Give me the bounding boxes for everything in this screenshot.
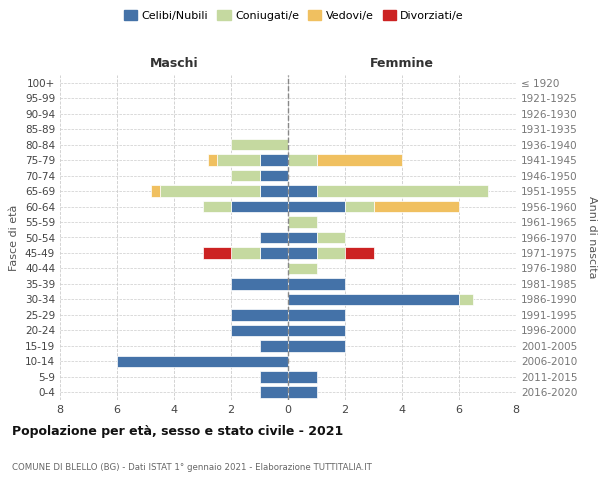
Y-axis label: Anni di nascita: Anni di nascita <box>587 196 597 279</box>
Bar <box>345 200 373 212</box>
Bar <box>203 247 231 259</box>
Bar <box>117 356 288 367</box>
Bar <box>288 262 317 274</box>
Bar <box>231 324 288 336</box>
Bar <box>288 200 345 212</box>
Bar <box>288 309 345 320</box>
Bar <box>260 371 288 382</box>
Bar <box>231 170 260 181</box>
Text: Popolazione per età, sesso e stato civile - 2021: Popolazione per età, sesso e stato civil… <box>12 425 343 438</box>
Bar <box>317 154 402 166</box>
Bar <box>231 247 260 259</box>
Bar <box>260 232 288 243</box>
Bar <box>288 340 345 351</box>
Bar <box>231 139 288 150</box>
Bar <box>288 386 317 398</box>
Bar <box>288 294 459 305</box>
Bar <box>260 154 288 166</box>
Bar <box>160 186 260 197</box>
Legend: Celibi/Nubili, Coniugati/e, Vedovi/e, Divorziati/e: Celibi/Nubili, Coniugati/e, Vedovi/e, Di… <box>119 6 469 25</box>
Bar <box>317 186 487 197</box>
Bar <box>231 200 288 212</box>
Bar <box>203 200 231 212</box>
Text: Femmine: Femmine <box>370 58 434 70</box>
Bar <box>260 170 288 181</box>
Bar <box>288 154 317 166</box>
Bar <box>288 371 317 382</box>
Bar <box>231 309 288 320</box>
Bar <box>345 247 373 259</box>
Text: Maschi: Maschi <box>149 58 199 70</box>
Bar <box>288 232 317 243</box>
Bar <box>260 340 288 351</box>
Bar <box>288 216 317 228</box>
Bar <box>260 186 288 197</box>
Bar <box>317 247 345 259</box>
Bar <box>288 324 345 336</box>
Bar <box>317 232 345 243</box>
Y-axis label: Fasce di età: Fasce di età <box>10 204 19 270</box>
Bar <box>459 294 473 305</box>
Text: COMUNE DI BLELLO (BG) - Dati ISTAT 1° gennaio 2021 - Elaborazione TUTTITALIA.IT: COMUNE DI BLELLO (BG) - Dati ISTAT 1° ge… <box>12 463 372 472</box>
Bar <box>373 200 459 212</box>
Bar <box>260 386 288 398</box>
Bar <box>151 186 160 197</box>
Bar <box>288 247 317 259</box>
Bar <box>231 278 288 289</box>
Bar <box>260 247 288 259</box>
Bar <box>288 186 317 197</box>
Bar <box>217 154 260 166</box>
Bar <box>288 278 345 289</box>
Bar <box>208 154 217 166</box>
